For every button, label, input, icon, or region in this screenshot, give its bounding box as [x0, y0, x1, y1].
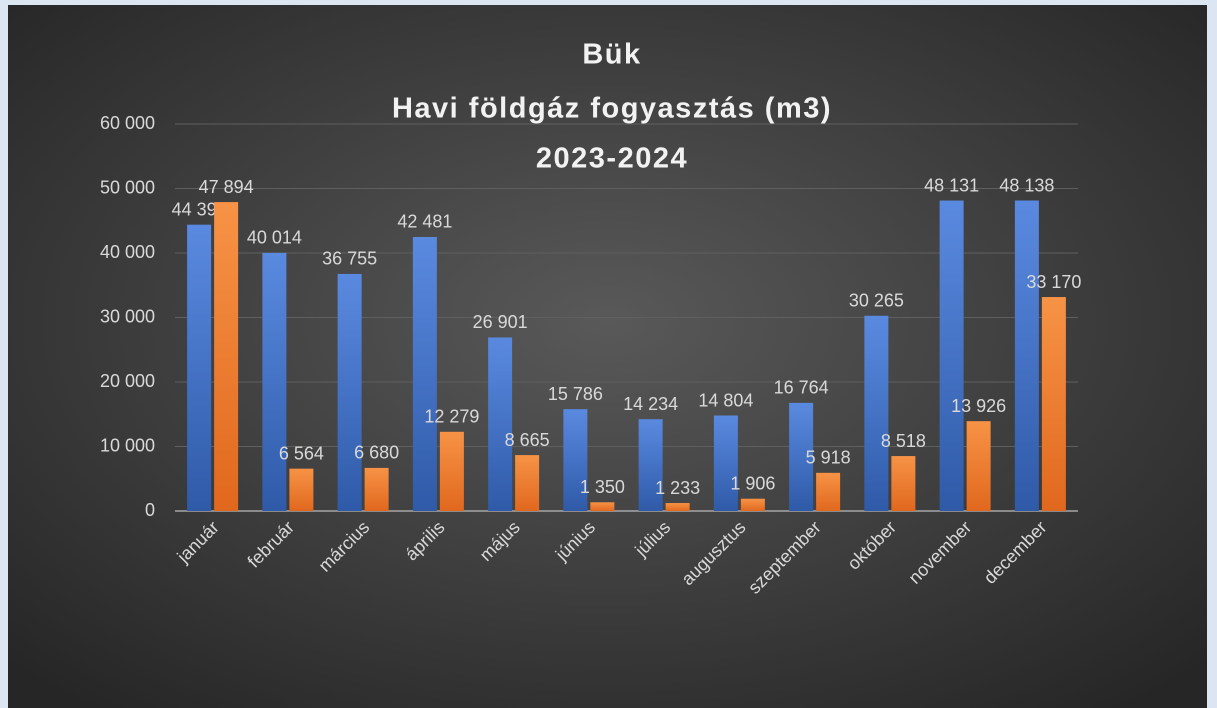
- bar: [638, 419, 663, 511]
- bar: [740, 498, 765, 511]
- bar: [665, 503, 690, 511]
- bar: [439, 431, 464, 511]
- value-label: 6 680: [354, 443, 399, 463]
- bar: [891, 456, 916, 511]
- value-label: 42 481: [397, 212, 452, 232]
- value-label: 8 665: [505, 430, 550, 450]
- value-label: 1 350: [580, 477, 625, 497]
- chart-title: Havi földgáz fogyasztás (m3): [392, 93, 832, 125]
- bar: [1041, 297, 1066, 511]
- bar: [816, 472, 841, 511]
- value-label: 12 279: [424, 407, 479, 427]
- value-label: 47 894: [199, 177, 254, 197]
- value-label: 48 131: [924, 175, 979, 195]
- value-label: 13 926: [951, 396, 1006, 416]
- y-tick-label: 0: [145, 500, 155, 520]
- value-label: 8 518: [881, 431, 926, 451]
- value-label: 33 170: [1026, 272, 1081, 292]
- y-tick-label: 40 000: [100, 242, 155, 262]
- value-label: 30 265: [849, 291, 904, 311]
- bar: [563, 409, 588, 511]
- bar: [412, 236, 437, 511]
- bar: [289, 468, 314, 511]
- value-label: 6 564: [279, 443, 324, 463]
- bar: [789, 402, 814, 511]
- value-label: 26 901: [473, 312, 528, 332]
- value-label: 48 138: [999, 175, 1054, 195]
- bar: [966, 421, 991, 511]
- bar: [864, 315, 889, 511]
- bar: [214, 202, 239, 512]
- value-label: 14 804: [698, 390, 753, 410]
- value-label: 16 764: [774, 378, 829, 398]
- y-tick-label: 50 000: [100, 177, 155, 197]
- bar: [364, 467, 389, 511]
- value-label: 1 233: [655, 478, 700, 498]
- bar: [337, 273, 362, 511]
- y-tick-label: 30 000: [100, 306, 155, 326]
- bar: [488, 337, 513, 511]
- bar: [262, 252, 287, 511]
- chart-title: Bük: [582, 39, 641, 71]
- value-label: 44 392: [172, 199, 227, 219]
- bar: [939, 200, 964, 511]
- y-tick-label: 20 000: [100, 371, 155, 391]
- chart-title: 2023-2024: [536, 143, 688, 175]
- value-label: 1 906: [730, 473, 775, 493]
- value-label: 40 014: [247, 228, 302, 248]
- bar: [1014, 200, 1039, 512]
- value-label: 36 755: [322, 249, 377, 269]
- bar: [713, 415, 738, 511]
- bar: [590, 502, 615, 511]
- value-label: 15 786: [548, 384, 603, 404]
- bar: [515, 455, 540, 511]
- value-label: 5 918: [806, 448, 851, 468]
- bar: [187, 224, 212, 511]
- y-tick-label: 60 000: [100, 113, 155, 133]
- value-label: 14 234: [623, 394, 678, 414]
- y-tick-label: 10 000: [100, 435, 155, 455]
